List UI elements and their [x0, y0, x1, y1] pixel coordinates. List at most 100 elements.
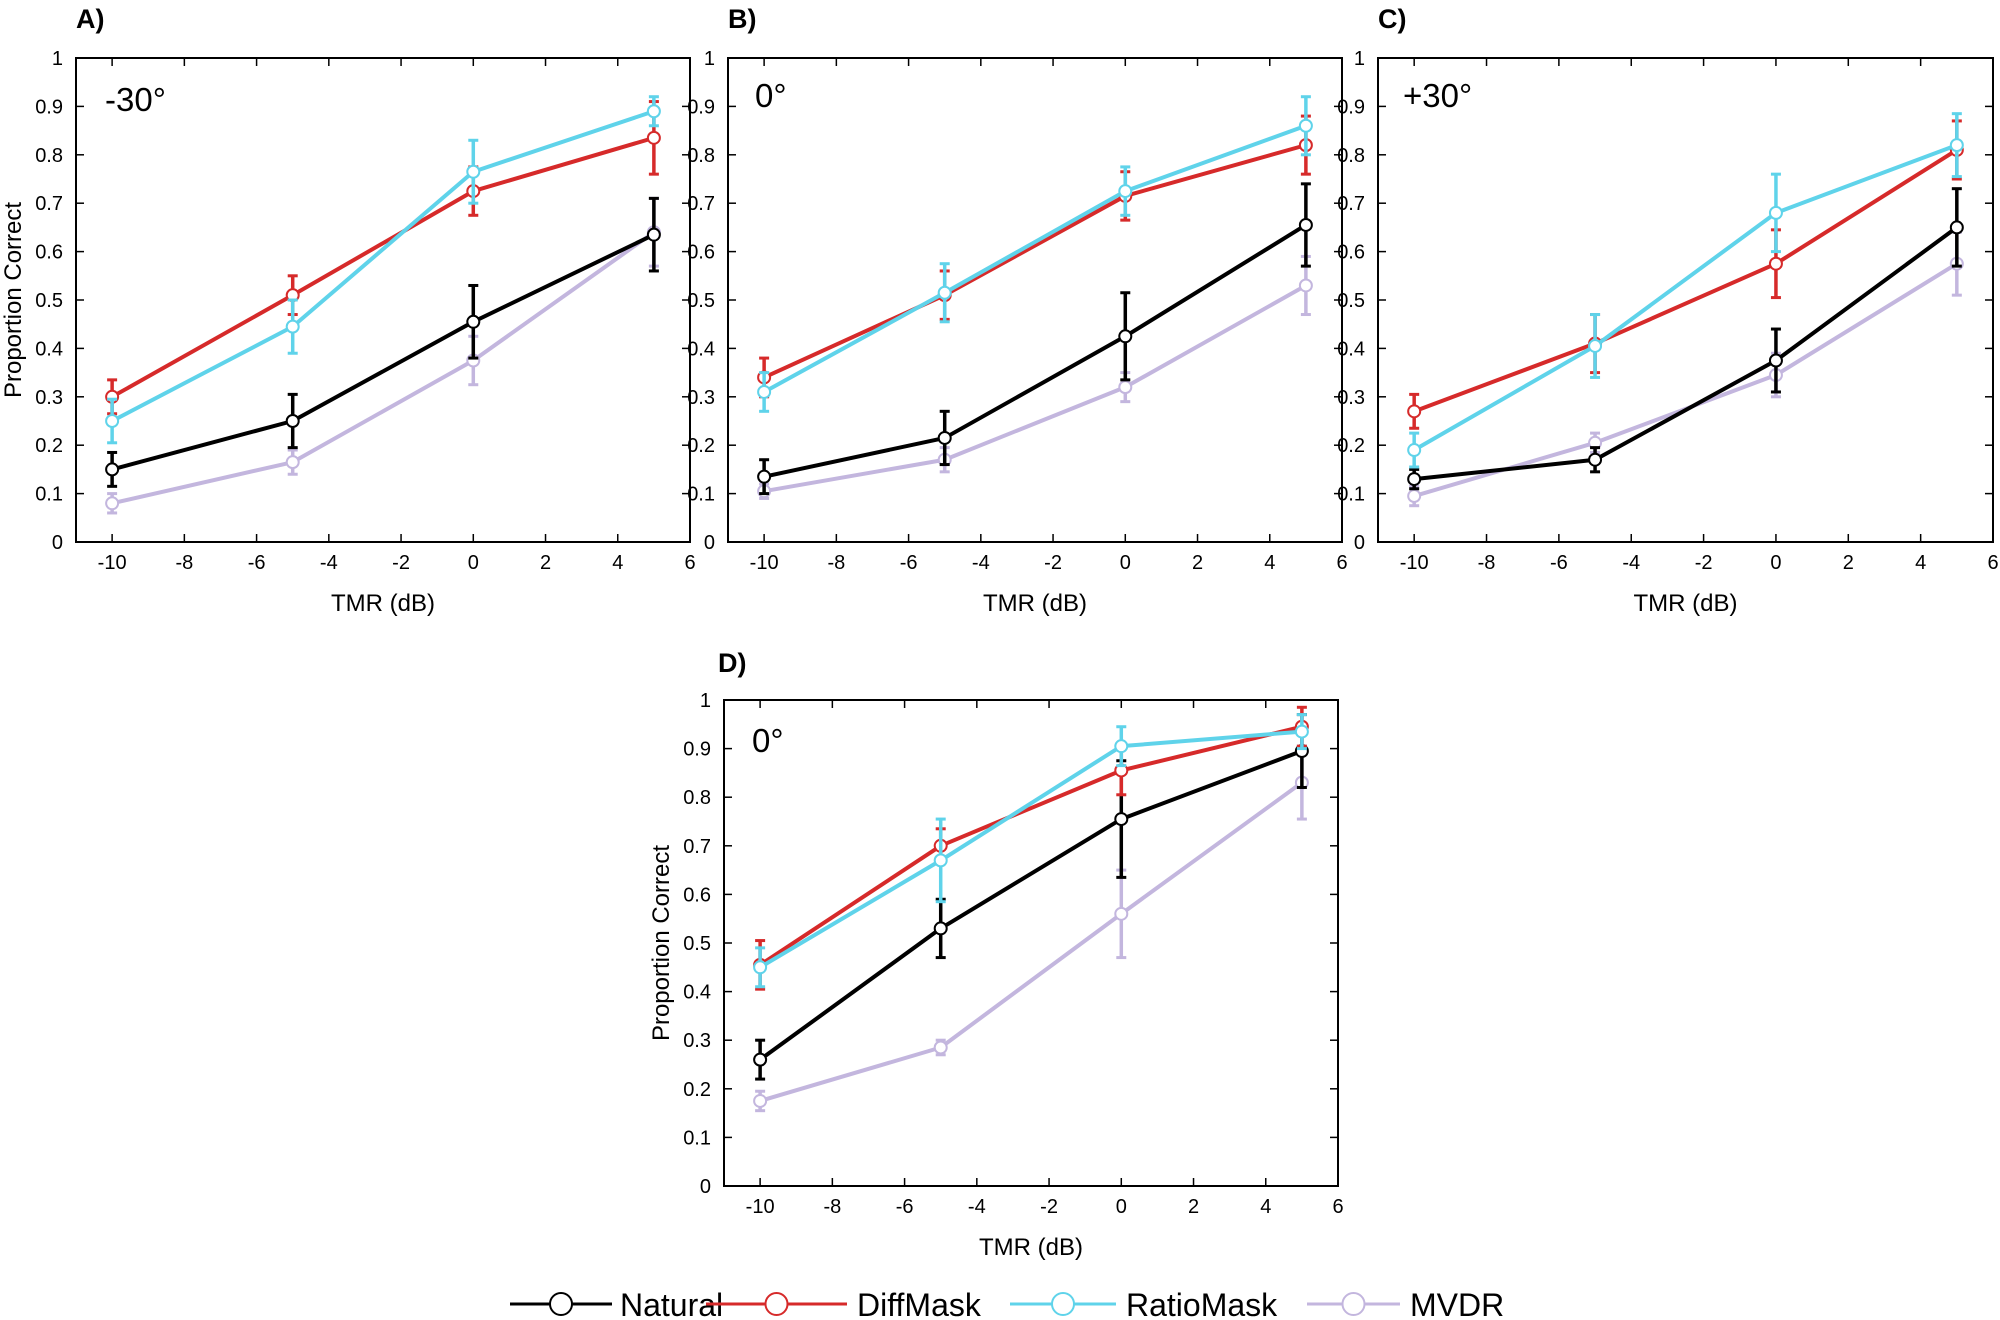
data-point-natural [1949, 220, 1964, 235]
legend-item-mvdr: MVDR [1307, 1287, 1504, 1320]
x-tick-label: 6 [684, 552, 695, 574]
x-tick-label: -8 [827, 552, 845, 574]
data-point-diffmask [1768, 256, 1783, 271]
x-tick-label: -8 [175, 552, 193, 574]
x-tick-label: 0 [1116, 1196, 1127, 1218]
x-tick-label: 2 [1192, 552, 1203, 574]
series-line-ratiomask [759, 729, 1303, 970]
angle-annotation: 0° [752, 722, 784, 759]
data-point-ratiomask [1407, 443, 1422, 458]
series-diffmask [105, 100, 661, 416]
y-tick-label: 0.4 [687, 338, 715, 360]
x-axis-label: TMR (dB) [1634, 590, 1738, 617]
y-tick-label: 0.2 [683, 1079, 711, 1101]
x-tick-label: 6 [1987, 552, 1998, 574]
x-tick-label: 4 [1915, 552, 1926, 574]
data-point-ratiomask [285, 319, 300, 334]
series-ratiomask [757, 95, 1313, 413]
angle-annotation: 0° [755, 77, 787, 114]
x-tick-label: 2 [540, 552, 551, 574]
y-tick-label: 0 [704, 532, 715, 554]
series-mvdr [753, 744, 1309, 1113]
data-point-natural [1768, 353, 1783, 368]
x-tick-label: -10 [98, 552, 127, 574]
data-point-ratiomask [105, 414, 120, 428]
x-tick-label: 4 [1264, 552, 1275, 574]
data-point-diffmask [646, 130, 661, 145]
y-tick-label: 0.7 [35, 193, 63, 215]
y-tick-label: 0.9 [1337, 96, 1365, 118]
y-tick-label: 0.7 [687, 193, 715, 215]
chart-panel-1: A) -10 -8 -6 -4 -2 0 2 4 6 0 0.1 0.2 0.3 0.4 0.5 0.6 0.7 0… [0, 4, 696, 617]
series-natural [753, 713, 1309, 1081]
data-point-natural [1588, 452, 1603, 467]
data-point-ratiomask [937, 285, 952, 300]
series-line-ratiomask [1413, 143, 1958, 452]
legend-marker [1051, 1292, 1075, 1316]
series-natural [105, 196, 661, 488]
y-tick-label: 0.4 [35, 338, 63, 360]
data-point-ratiomask [757, 384, 772, 399]
series-line-natural [763, 223, 1307, 479]
series-ratiomask [753, 713, 1309, 989]
y-tick-label: 0.8 [35, 145, 63, 167]
data-point-natural [937, 430, 952, 445]
data-point-natural [1407, 472, 1422, 487]
panel-label: C) [1378, 4, 1407, 34]
y-tick-label: 0.9 [683, 739, 711, 761]
angle-annotation: -30° [105, 81, 166, 118]
data-point-natural [1298, 217, 1313, 232]
legend-marker [1341, 1292, 1366, 1316]
x-tick-label: -4 [320, 552, 338, 574]
series-diffmask [753, 705, 1309, 991]
data-point-natural [933, 921, 948, 936]
x-tick-label: -2 [392, 552, 410, 574]
legend-label: DiffMask [857, 1287, 982, 1320]
y-tick-label: 1 [704, 48, 715, 70]
y-tick-label: 0.6 [35, 242, 63, 264]
y-axis-label: Proportion Correct [0, 202, 27, 398]
data-point-mvdr [753, 1093, 768, 1108]
series-line-diffmask [1413, 148, 1958, 414]
x-tick-label: 0 [468, 552, 479, 574]
series-natural [1407, 187, 1964, 491]
legend-item-diffmask: DiffMask [706, 1287, 982, 1320]
y-tick-label: 0.5 [1337, 290, 1365, 312]
legend-marker [549, 1292, 573, 1316]
data-point-mvdr [933, 1040, 948, 1055]
series-line-mvdr [759, 781, 1304, 1103]
y-tick-label: 0.9 [35, 96, 63, 118]
y-tick-label: 0.8 [683, 787, 711, 809]
data-point-mvdr [1407, 489, 1422, 504]
series-diffmask [1407, 119, 1964, 430]
data-point-natural [285, 414, 300, 428]
data-point-natural [757, 469, 772, 484]
data-point-mvdr [1118, 380, 1133, 395]
legend-label: Natural [620, 1287, 723, 1320]
y-tick-label: 0.4 [683, 982, 711, 1004]
data-point-ratiomask [1294, 724, 1309, 739]
data-point-natural [753, 1052, 768, 1067]
x-tick-label: -8 [823, 1196, 841, 1218]
x-tick-label: 6 [1336, 552, 1347, 574]
data-point-mvdr [285, 455, 300, 470]
y-tick-label: 0.3 [687, 387, 715, 409]
x-tick-label: -8 [1478, 552, 1496, 574]
chart-panel-4: D) -10 -8 -6 -4 -2 0 2 4 6 0 0.1 0.2 0.3 0.4 0.5 0.6 0.7 0… [648, 648, 1344, 1261]
series-line-mvdr [763, 283, 1307, 494]
data-point-ratiomask [1118, 184, 1133, 199]
data-point-natural [466, 314, 481, 329]
x-tick-label: -4 [972, 552, 990, 574]
x-tick-label: -2 [1044, 552, 1062, 574]
series-line-mvdr [111, 230, 656, 506]
y-tick-label: 0 [700, 1176, 711, 1198]
data-point-mvdr [105, 496, 120, 511]
data-point-ratiomask [1298, 118, 1313, 133]
y-tick-label: 0.1 [1337, 484, 1365, 506]
series-diffmask [757, 114, 1313, 399]
y-tick-label: 1 [1354, 48, 1365, 70]
series-line-ratiomask [111, 109, 655, 423]
data-point-diffmask [1407, 404, 1422, 419]
y-tick-label: 0.6 [1337, 242, 1365, 264]
y-tick-label: 0.2 [35, 435, 63, 457]
